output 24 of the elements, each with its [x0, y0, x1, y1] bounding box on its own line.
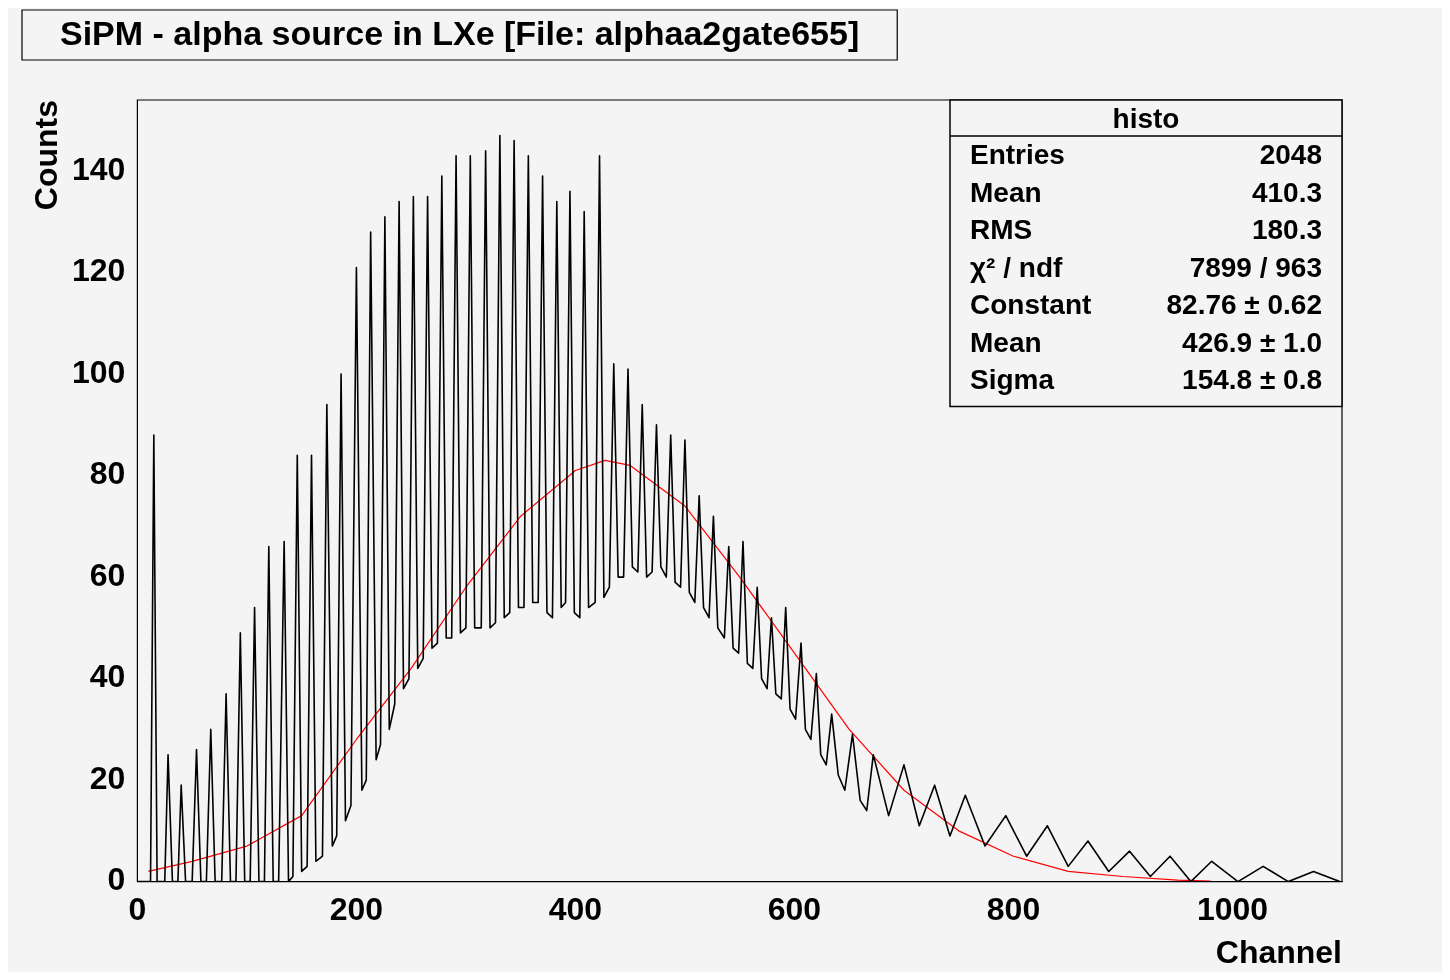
y-tick-label: 140	[72, 150, 126, 187]
y-tick-label: 120	[72, 252, 126, 289]
text: Entries 2048	[970, 139, 1322, 171]
y-tick-label: 80	[89, 455, 126, 492]
x-tick-label: 200	[329, 890, 384, 927]
text: Sigma 154.8 ± 0.8	[970, 364, 1322, 396]
y-tick-label: 20	[89, 759, 126, 796]
text: χ² / ndf 7899 / 963	[970, 251, 1322, 283]
y-tick-label: 40	[89, 658, 126, 695]
text: Mean 426.9 ± 1.0	[970, 326, 1322, 358]
y-axis-title: Counts	[27, 100, 64, 211]
x-tick-label: 1000	[1196, 890, 1269, 927]
y-tick-label: 100	[72, 353, 126, 390]
annotation: histo	[1112, 102, 1180, 134]
x-tick-label: 800	[986, 890, 1041, 927]
x-tick-label: 400	[548, 890, 603, 927]
chart-title: SiPM - alpha source in LXe [File: alphaa2gate655]	[60, 14, 860, 53]
x-axis-title: Channel	[1215, 933, 1342, 970]
x-tick-label: 600	[767, 890, 822, 927]
y-tick-label: 0	[107, 861, 126, 898]
text: Constant 82.76 ± 0.62	[970, 289, 1322, 321]
text: Mean 410.3	[970, 176, 1322, 208]
text: RMS 180.3	[970, 214, 1322, 246]
y-tick-label: 60	[89, 556, 126, 593]
